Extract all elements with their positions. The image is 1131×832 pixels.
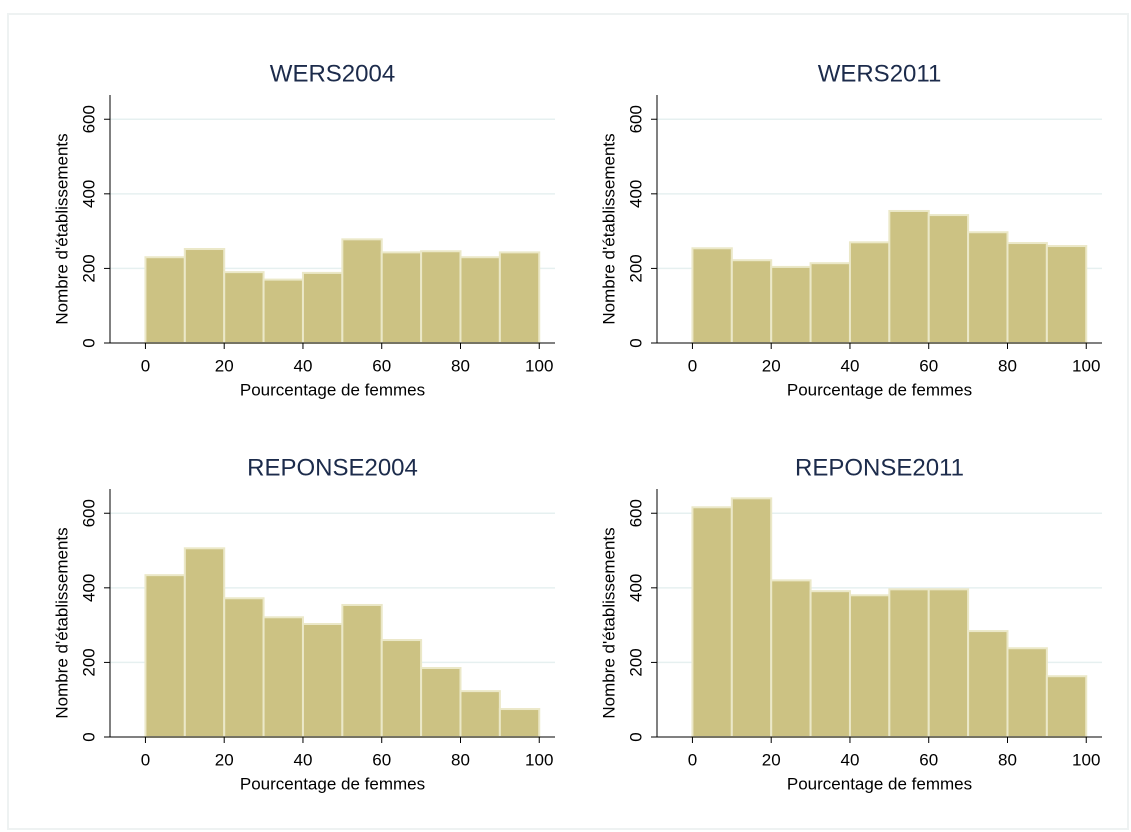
chart-title: REPONSE2011 bbox=[795, 454, 964, 481]
bar bbox=[730, 259, 773, 344]
bar bbox=[144, 256, 186, 344]
bar bbox=[459, 256, 501, 344]
bar bbox=[848, 594, 891, 738]
bar bbox=[420, 667, 462, 738]
bar bbox=[223, 597, 265, 738]
y-tick-label: 0 bbox=[79, 338, 98, 347]
x-tick-label: 80 bbox=[998, 750, 1017, 769]
y-tick-label: 400 bbox=[79, 180, 98, 208]
bar bbox=[420, 250, 462, 345]
x-tick-label: 40 bbox=[294, 356, 313, 375]
bar bbox=[770, 265, 812, 345]
y-axis-label: Nombre d'établissements bbox=[52, 133, 71, 324]
x-tick-label: 0 bbox=[688, 356, 697, 375]
bar bbox=[341, 238, 383, 344]
x-tick-label: 100 bbox=[525, 356, 553, 375]
y-tick-label: 0 bbox=[79, 732, 98, 741]
bar bbox=[341, 603, 383, 738]
y-tick-label: 200 bbox=[626, 254, 645, 282]
chart-title: WERS2011 bbox=[818, 60, 942, 87]
x-tick-label: 60 bbox=[919, 750, 938, 769]
bar bbox=[848, 241, 891, 344]
bar bbox=[183, 547, 226, 739]
x-tick-label: 40 bbox=[294, 750, 313, 769]
x-axis-label: Pourcentage de femmes bbox=[787, 380, 972, 399]
bar bbox=[691, 506, 733, 738]
y-tick-label: 600 bbox=[626, 499, 645, 527]
bar bbox=[183, 248, 226, 345]
bar bbox=[927, 588, 970, 738]
x-tick-label: 0 bbox=[141, 356, 150, 375]
bar bbox=[1006, 242, 1048, 344]
bar bbox=[498, 251, 541, 344]
x-axis-label: Pourcentage de femmes bbox=[787, 774, 972, 793]
bar bbox=[498, 708, 541, 739]
x-tick-label: 40 bbox=[841, 356, 860, 375]
bar bbox=[380, 251, 423, 344]
y-tick-label: 400 bbox=[626, 180, 645, 208]
bar bbox=[770, 579, 812, 738]
y-axis-label: Nombre d'établissements bbox=[599, 527, 618, 718]
bar bbox=[380, 639, 423, 738]
y-tick-label: 400 bbox=[626, 574, 645, 602]
x-tick-label: 80 bbox=[998, 356, 1017, 375]
bar bbox=[1045, 675, 1088, 739]
x-tick-label: 60 bbox=[372, 356, 391, 375]
x-tick-label: 60 bbox=[372, 750, 391, 769]
x-axis-label: Pourcentage de femmes bbox=[240, 380, 425, 399]
x-tick-label: 100 bbox=[525, 750, 553, 769]
y-tick-label: 600 bbox=[626, 105, 645, 133]
y-tick-label: 200 bbox=[79, 648, 98, 676]
y-axis-label: Nombre d'établissements bbox=[599, 133, 618, 324]
bar bbox=[809, 590, 851, 739]
bar bbox=[888, 209, 930, 344]
y-tick-label: 0 bbox=[626, 338, 645, 347]
x-tick-label: 0 bbox=[141, 750, 150, 769]
x-tick-label: 80 bbox=[451, 750, 470, 769]
bar bbox=[967, 231, 1009, 345]
y-axis-label: Nombre d'établissements bbox=[52, 527, 71, 718]
bar bbox=[1006, 647, 1048, 739]
bar bbox=[691, 247, 733, 345]
y-tick-label: 600 bbox=[79, 105, 98, 133]
bar bbox=[888, 588, 930, 738]
bar bbox=[262, 278, 304, 344]
bar bbox=[809, 262, 851, 344]
x-tick-label: 20 bbox=[215, 750, 234, 769]
bar bbox=[223, 271, 265, 344]
x-tick-label: 20 bbox=[762, 750, 781, 769]
x-axis-label: Pourcentage de femmes bbox=[240, 774, 425, 793]
bar bbox=[1045, 245, 1088, 344]
bar bbox=[967, 630, 1009, 738]
chart-title: REPONSE2004 bbox=[247, 454, 418, 481]
bar bbox=[927, 214, 970, 344]
y-tick-label: 0 bbox=[626, 732, 645, 741]
bar bbox=[262, 616, 304, 738]
bar bbox=[301, 271, 344, 345]
chart-title: WERS2004 bbox=[270, 60, 395, 87]
x-tick-label: 100 bbox=[1072, 356, 1100, 375]
bar bbox=[459, 690, 501, 739]
x-tick-label: 80 bbox=[451, 356, 470, 375]
x-tick-label: 0 bbox=[688, 750, 697, 769]
bar bbox=[730, 497, 773, 738]
x-tick-label: 60 bbox=[919, 356, 938, 375]
y-tick-label: 200 bbox=[79, 254, 98, 282]
x-tick-label: 20 bbox=[762, 356, 781, 375]
x-tick-label: 40 bbox=[841, 750, 860, 769]
x-tick-label: 20 bbox=[215, 356, 234, 375]
bar bbox=[301, 623, 344, 739]
x-tick-label: 100 bbox=[1072, 750, 1100, 769]
y-tick-label: 600 bbox=[79, 499, 98, 527]
bar bbox=[144, 574, 186, 738]
y-tick-label: 200 bbox=[626, 648, 645, 676]
y-tick-label: 400 bbox=[79, 574, 98, 602]
